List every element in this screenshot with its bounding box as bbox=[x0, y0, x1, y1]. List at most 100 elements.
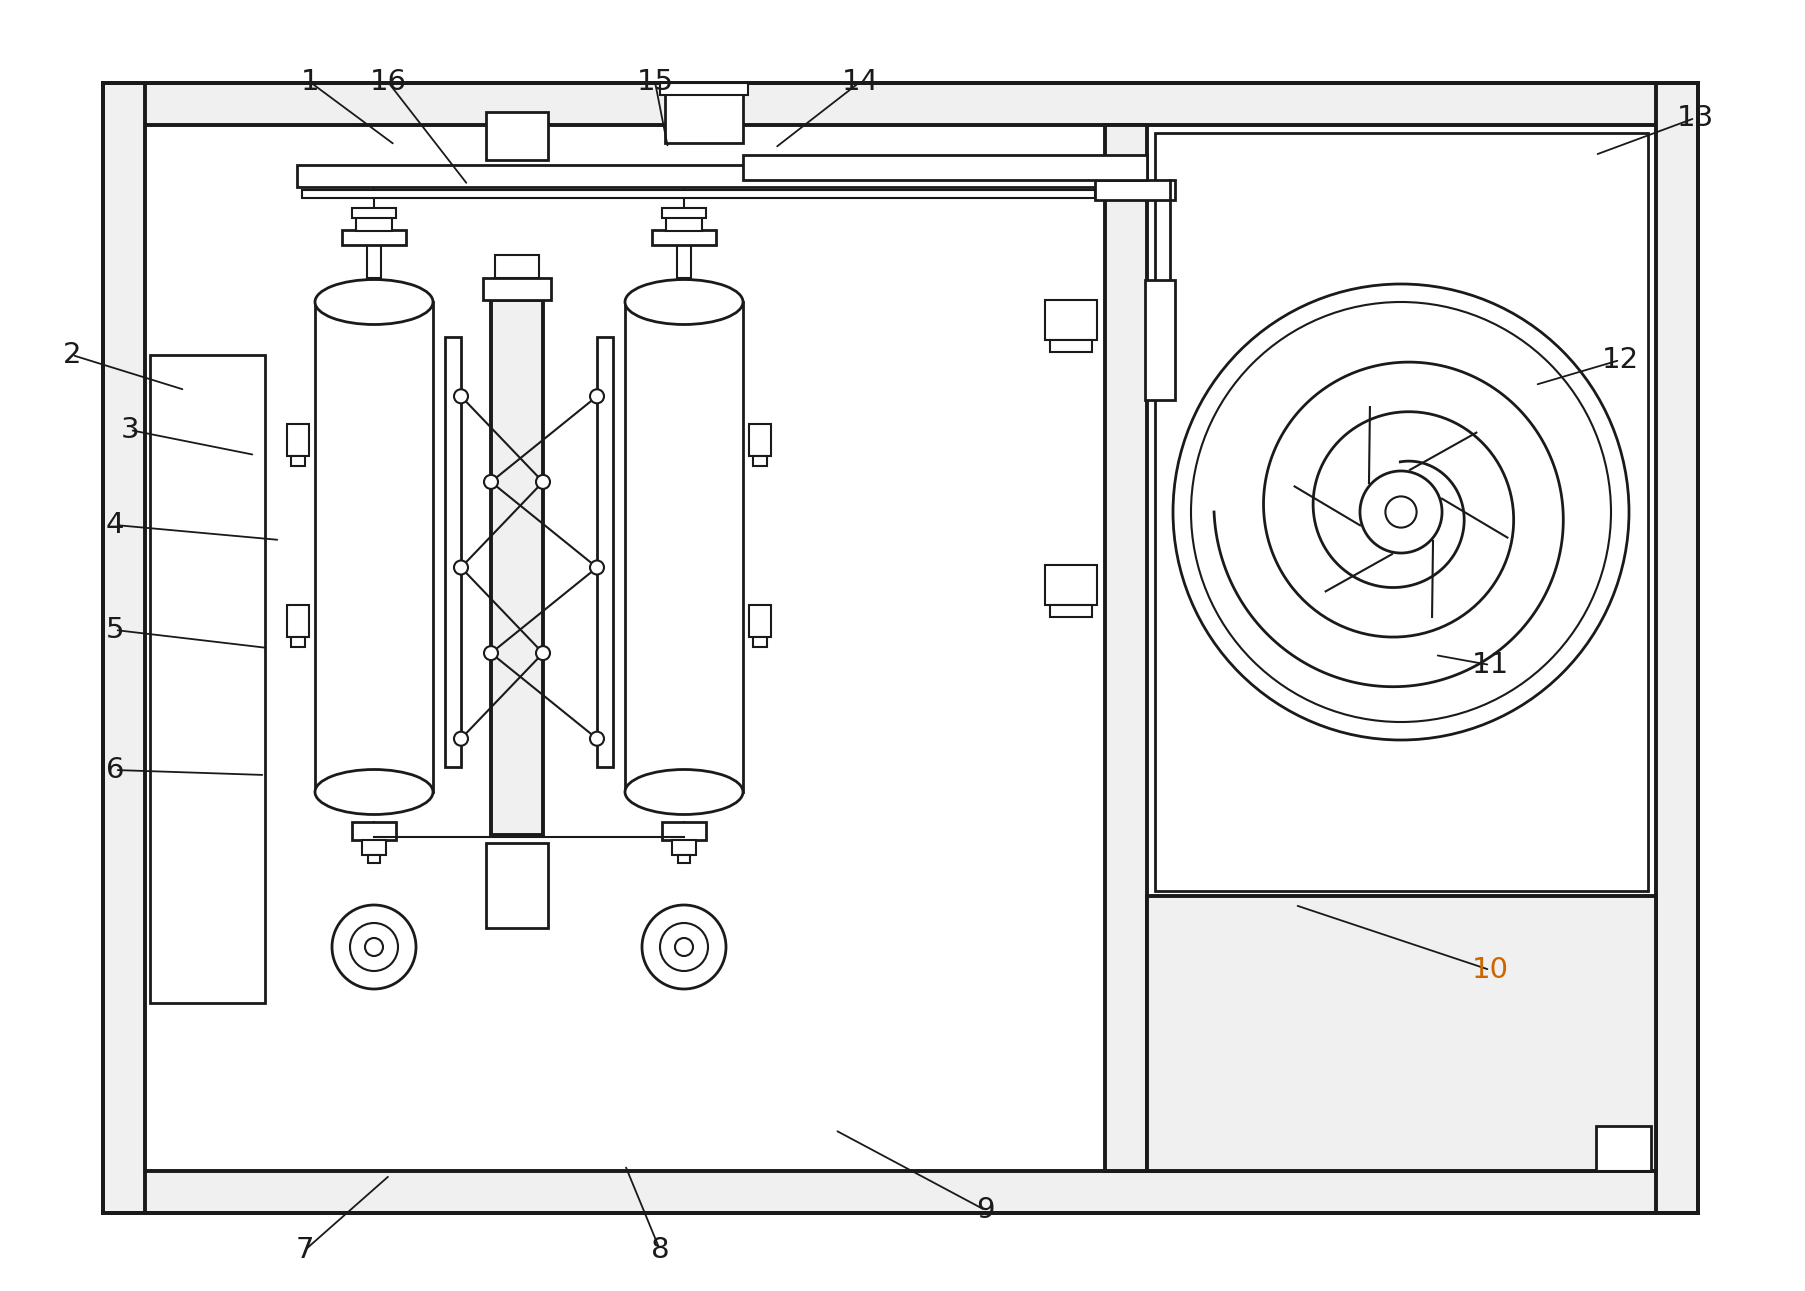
Circle shape bbox=[1173, 284, 1628, 740]
Bar bbox=[352, 208, 395, 218]
Bar bbox=[597, 337, 612, 767]
Wedge shape bbox=[1422, 323, 1608, 600]
Bar bbox=[150, 355, 265, 1003]
Bar bbox=[742, 155, 1146, 179]
Circle shape bbox=[590, 390, 603, 403]
Circle shape bbox=[641, 905, 726, 989]
Circle shape bbox=[453, 732, 467, 746]
Bar bbox=[749, 605, 771, 636]
Bar bbox=[482, 278, 551, 300]
Bar bbox=[664, 83, 742, 143]
Text: 1: 1 bbox=[300, 68, 319, 96]
Bar bbox=[1655, 83, 1697, 1214]
Bar bbox=[296, 165, 1099, 187]
Bar bbox=[352, 822, 395, 840]
Bar bbox=[1596, 1126, 1650, 1171]
Bar bbox=[356, 217, 392, 231]
Bar bbox=[495, 256, 538, 278]
Bar bbox=[291, 456, 305, 466]
Circle shape bbox=[453, 560, 467, 574]
Bar bbox=[103, 83, 144, 1214]
Bar bbox=[666, 217, 702, 231]
Bar bbox=[1144, 280, 1175, 400]
Circle shape bbox=[1359, 471, 1440, 553]
Bar bbox=[1105, 125, 1146, 1171]
Bar bbox=[486, 843, 547, 928]
Bar bbox=[1049, 605, 1092, 617]
Bar bbox=[662, 208, 706, 218]
Circle shape bbox=[484, 646, 498, 660]
Bar bbox=[1105, 125, 1146, 1171]
Bar bbox=[287, 605, 309, 636]
Bar bbox=[486, 112, 547, 160]
Bar bbox=[103, 83, 1697, 1214]
Text: 3: 3 bbox=[121, 416, 139, 444]
Text: 14: 14 bbox=[841, 68, 877, 96]
Text: 15: 15 bbox=[635, 68, 673, 96]
Ellipse shape bbox=[314, 769, 433, 815]
Bar bbox=[366, 243, 381, 278]
Circle shape bbox=[590, 560, 603, 574]
Circle shape bbox=[659, 923, 708, 971]
Circle shape bbox=[536, 475, 551, 489]
Circle shape bbox=[590, 732, 603, 746]
Circle shape bbox=[675, 939, 693, 957]
Bar bbox=[103, 1171, 1697, 1214]
Circle shape bbox=[332, 905, 415, 989]
Text: 10: 10 bbox=[1471, 957, 1507, 984]
Text: 5: 5 bbox=[106, 616, 125, 644]
Bar bbox=[1155, 133, 1648, 891]
Circle shape bbox=[1384, 497, 1415, 528]
Bar bbox=[486, 843, 547, 928]
Circle shape bbox=[536, 646, 551, 660]
Bar bbox=[662, 822, 706, 840]
Bar bbox=[677, 855, 690, 862]
Bar bbox=[341, 230, 406, 245]
Bar bbox=[753, 636, 767, 647]
Text: 4: 4 bbox=[106, 511, 125, 540]
Bar bbox=[287, 423, 309, 456]
Bar bbox=[1045, 565, 1096, 605]
Bar bbox=[368, 855, 379, 862]
Bar bbox=[659, 83, 747, 96]
Ellipse shape bbox=[314, 279, 433, 324]
Bar bbox=[301, 190, 1094, 198]
Text: 2: 2 bbox=[63, 341, 81, 369]
Bar bbox=[671, 840, 695, 855]
Bar bbox=[677, 243, 691, 278]
Bar bbox=[444, 337, 460, 767]
Circle shape bbox=[350, 923, 397, 971]
Bar bbox=[291, 636, 305, 647]
Text: 9: 9 bbox=[975, 1195, 995, 1224]
Bar bbox=[103, 83, 144, 1214]
Text: 11: 11 bbox=[1471, 651, 1507, 679]
Text: 8: 8 bbox=[650, 1235, 670, 1264]
Text: 7: 7 bbox=[296, 1235, 314, 1264]
Bar bbox=[103, 83, 1697, 125]
Bar bbox=[1045, 300, 1096, 340]
Bar bbox=[491, 300, 543, 835]
Bar bbox=[314, 302, 433, 791]
Ellipse shape bbox=[625, 279, 742, 324]
Text: 13: 13 bbox=[1675, 105, 1713, 132]
Bar bbox=[1049, 340, 1092, 352]
Circle shape bbox=[484, 475, 498, 489]
Bar bbox=[753, 456, 767, 466]
Ellipse shape bbox=[625, 769, 742, 815]
Bar bbox=[625, 302, 742, 791]
Circle shape bbox=[365, 939, 383, 957]
Bar bbox=[491, 300, 543, 835]
Bar bbox=[144, 125, 1655, 1171]
Text: 16: 16 bbox=[370, 68, 406, 96]
Bar bbox=[1094, 179, 1175, 200]
Bar bbox=[361, 840, 386, 855]
Bar bbox=[103, 1171, 1697, 1214]
Bar bbox=[1146, 896, 1655, 1171]
Bar bbox=[652, 230, 715, 245]
Circle shape bbox=[1189, 302, 1610, 722]
Bar bbox=[1146, 896, 1655, 1171]
Bar bbox=[749, 423, 771, 456]
Circle shape bbox=[453, 390, 467, 403]
Text: 6: 6 bbox=[106, 757, 125, 784]
Bar bbox=[1655, 83, 1697, 1214]
